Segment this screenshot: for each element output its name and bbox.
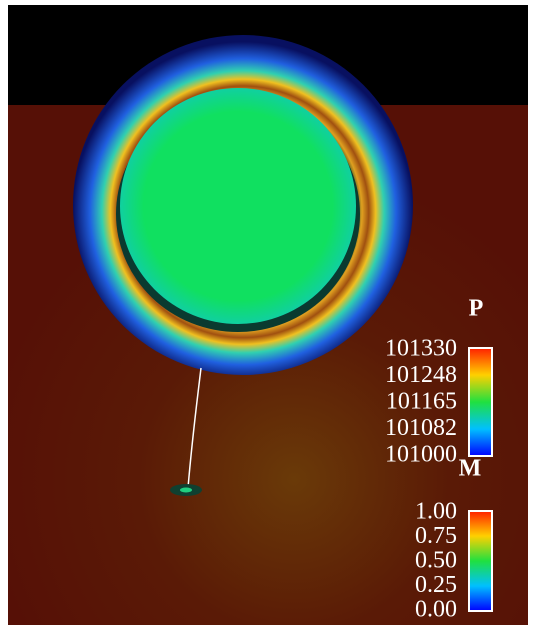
tick-label: 1.00 — [415, 499, 457, 525]
tick-label: 0.00 — [415, 597, 457, 623]
tick-label: 0.25 — [415, 572, 457, 598]
color-bar — [469, 511, 492, 611]
tick-label: 101000 — [385, 442, 457, 468]
inner-core — [120, 88, 356, 324]
color-bar — [469, 348, 492, 456]
tick-label: 101330 — [385, 336, 457, 362]
tick-label: 101165 — [386, 389, 457, 415]
tick-label: 101082 — [385, 415, 457, 441]
legend-title: M — [459, 456, 482, 482]
legend-title: P — [469, 296, 484, 322]
tick-label: 101248 — [385, 362, 457, 388]
tick-label: 0.50 — [415, 548, 457, 574]
tick-label: 0.75 — [415, 523, 457, 549]
visualization: P 101330101248101165101082101000 M 1.000… — [0, 0, 538, 633]
spot-core — [180, 488, 192, 493]
